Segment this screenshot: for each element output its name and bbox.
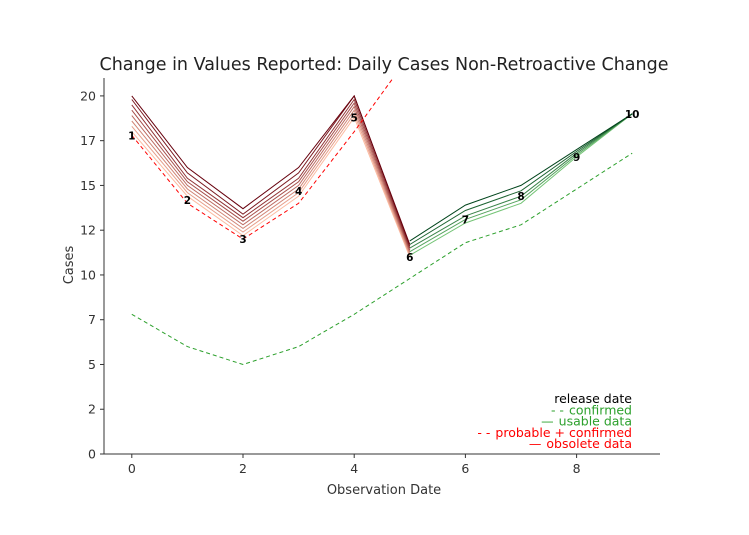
usable-data-line: [409, 113, 633, 242]
release-label: 1: [128, 130, 135, 142]
probable-confirmed-line: [131, 78, 394, 240]
legend-label: probable + confirmed: [495, 425, 632, 440]
obsolete-data-line: [131, 94, 411, 247]
release-label: 6: [406, 252, 413, 264]
legend-label: obsolete data: [546, 436, 632, 451]
usable-data-line: [409, 113, 633, 253]
confirmed-line: [131, 152, 633, 366]
release-label: 5: [351, 112, 358, 124]
y-axis-label: Cases: [62, 245, 77, 284]
usable-data-line: [409, 113, 633, 245]
chart-title: Change in Values Reported: Daily Cases N…: [100, 55, 669, 75]
x-tick-label: 4: [350, 461, 358, 476]
obsolete-data-line: [131, 109, 411, 254]
obsolete-data-line: [131, 102, 411, 251]
release-label: 7: [462, 214, 469, 226]
obsolete-data-line: [131, 112, 411, 256]
legend-label: confirmed: [569, 402, 632, 417]
legend-symbol: - -: [551, 402, 564, 417]
legend: release date- - confirmed— usable data- -p…: [477, 391, 632, 451]
x-axis-label: Observation Date: [327, 483, 441, 498]
obsolete-data-line: [131, 98, 411, 249]
y-tick-label: 0: [88, 447, 96, 462]
x-tick-label: 6: [461, 461, 469, 476]
release-label: 3: [239, 234, 246, 246]
y-tick-label: 15: [80, 178, 96, 193]
y-tick-label: 5: [88, 357, 96, 372]
y-tick-label: 20: [80, 88, 96, 103]
y-tick-label: 7: [88, 312, 96, 327]
y-tick-label: 2: [88, 402, 96, 417]
legend-label: usable data: [559, 414, 632, 429]
legend-symbol: —: [529, 436, 542, 451]
obsolete-data-line: [131, 94, 411, 245]
release-label: 10: [625, 109, 640, 121]
plot-area: 1 2 3 4 5 6 7 8 9 10: [128, 78, 640, 366]
legend-symbol: - -: [477, 425, 490, 440]
obsolete-data-line: [131, 116, 411, 258]
obsolete-data-line: [131, 105, 411, 252]
y-tick-label: 17: [80, 133, 96, 148]
release-label: 9: [573, 152, 580, 164]
legend-symbol: —: [541, 414, 554, 429]
x-tick-label: 2: [239, 461, 247, 476]
release-label: 2: [184, 195, 191, 207]
y-tick-label: 10: [80, 267, 96, 282]
usable-data-line: [409, 113, 633, 256]
release-label: 4: [295, 186, 302, 198]
x-tick-label: 8: [573, 461, 581, 476]
usable-data-line: [409, 113, 633, 249]
y-tick-label: 12: [80, 223, 96, 238]
legend-heading: release date: [554, 391, 632, 406]
x-tick-label: 0: [128, 461, 136, 476]
release-label: 8: [517, 191, 524, 203]
